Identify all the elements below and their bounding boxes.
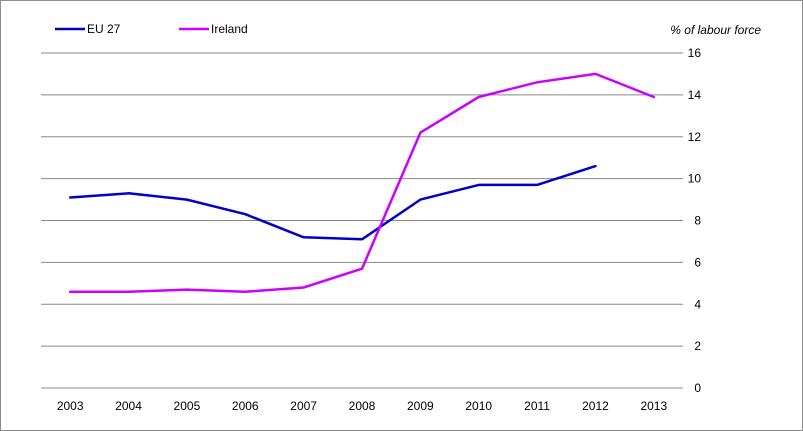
y-tick-label: 0: [694, 381, 701, 395]
y-tick-label: 12: [688, 130, 702, 144]
y-axis-unit-label: % of labour force: [670, 23, 761, 37]
x-tick-label: 2009: [407, 399, 434, 413]
x-tick-label: 2006: [232, 399, 259, 413]
x-tick-label: 2007: [290, 399, 317, 413]
y-tick-label: 4: [694, 297, 701, 311]
y-tick-label: 14: [688, 88, 702, 102]
x-tick-label: 2013: [640, 399, 667, 413]
y-tick-label: 6: [694, 255, 701, 269]
x-axis: 2003 2004 2005 2006 2007 2008 2009 2010 2011 2012…: [41, 387, 683, 413]
y-tick-label: 8: [694, 214, 701, 228]
series-line-1: [68, 72, 656, 293]
y-tick-label: 16: [688, 46, 702, 60]
legend-label: Ireland: [211, 22, 248, 36]
x-tick-label: 2004: [115, 399, 142, 413]
legend: EU 27 Ireland: [55, 22, 248, 36]
series-lines: [68, 72, 656, 293]
x-tick-label: 2008: [349, 399, 376, 413]
y-tick-label: 2: [694, 339, 701, 353]
x-tick-label: 2010: [465, 399, 492, 413]
x-tick-label: 2003: [57, 399, 84, 413]
x-tick-label: 2012: [582, 399, 609, 413]
x-tick-label: 2005: [174, 399, 201, 413]
y-tick-label: 10: [688, 172, 702, 186]
series-line-0: [68, 164, 597, 241]
legend-label: EU 27: [87, 22, 121, 36]
gridlines: [41, 52, 683, 347]
y-axis-ticks: 0 2 4 6 8 10 12 14 16: [688, 46, 702, 395]
x-tick-label: 2011: [524, 399, 550, 413]
